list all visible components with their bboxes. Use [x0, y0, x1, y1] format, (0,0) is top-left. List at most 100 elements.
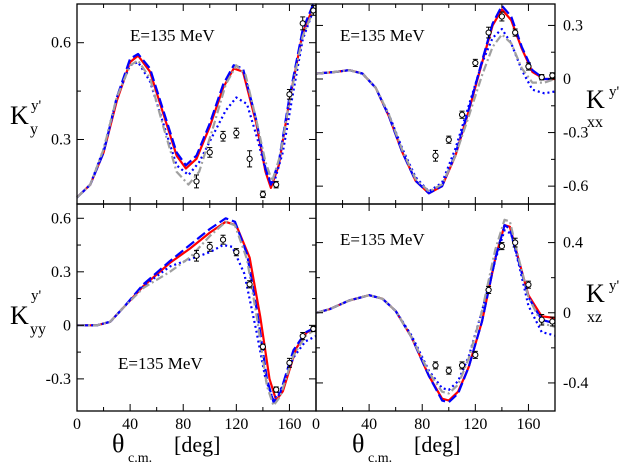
ylabel-kxx-sup: y'	[609, 84, 620, 100]
xlabel-left-sub: c.m.	[128, 451, 152, 466]
panel-kxz-bottom-right: 0 40 80 120 160 -0.4 0 0.4	[312, 203, 588, 433]
y-tick-label: 0	[63, 317, 71, 334]
data-point	[549, 72, 556, 79]
data-point	[233, 249, 240, 256]
y-tick-label: -0.3	[46, 371, 71, 388]
series-line-dash-dot-gray	[76, 10, 315, 199]
data-point	[259, 191, 266, 198]
y-tick-label: -0.4	[563, 375, 588, 392]
data-point	[498, 243, 505, 250]
panel-frame	[315, 203, 556, 412]
ylabel-kyy-sub: yy	[30, 321, 46, 338]
series-line-dash-dot-gray	[315, 33, 556, 193]
ylabel-kxx: K xx y'	[586, 84, 620, 131]
series-line-dash-dot-gray	[315, 218, 556, 395]
x-tick-label: 40	[361, 416, 377, 433]
y-tick-label: 0	[563, 71, 571, 88]
y-tick-label: 0.4	[563, 235, 583, 252]
ylabel-kxx-sub: xx	[587, 114, 603, 131]
data-point	[233, 129, 240, 137]
data-point	[538, 74, 545, 81]
xlabel-left: θ c.m. [deg]	[112, 429, 220, 466]
y-tick-label: -0.6	[563, 178, 588, 195]
y-tick-label: 0.6	[51, 210, 71, 227]
data-point	[273, 181, 280, 188]
data-point	[286, 91, 293, 98]
data-point	[525, 63, 532, 70]
data-point	[432, 362, 439, 369]
data-point	[259, 343, 266, 350]
data-point	[432, 152, 439, 159]
panel-ky-top-left: 0.3 0.6	[51, 3, 317, 205]
data-point	[472, 351, 479, 358]
ylabel-kyy-sup: y'	[31, 288, 42, 304]
y-tick-label: 0.6	[51, 35, 71, 52]
xlabel-right-sub: c.m.	[368, 451, 392, 466]
ylabel-kxx-main: K	[586, 85, 605, 114]
x-tick-label: 40	[122, 416, 138, 433]
ylabel-ky-sup: y'	[31, 98, 42, 114]
data-point	[549, 318, 556, 325]
data-point	[445, 367, 452, 374]
data-point	[299, 20, 306, 27]
panel-title-bottom-right: E=135 MeV	[340, 230, 425, 249]
y-tick-label: -0.3	[563, 125, 588, 142]
panel-title-bottom-left: E=135 MeV	[118, 354, 203, 373]
xlabel-right-unit: [deg]	[414, 432, 460, 457]
data-point	[286, 359, 293, 366]
data-point	[219, 236, 227, 243]
panel-title-top-right: E=135 MeV	[340, 26, 425, 45]
xlabel-right: θ c.m. [deg]	[352, 429, 460, 466]
data-point	[485, 286, 492, 294]
y-tick-label: 0.3	[563, 17, 583, 34]
data-point	[246, 155, 253, 162]
data-point	[485, 29, 492, 36]
ylabel-kxz-sup: y'	[609, 278, 620, 294]
x-tick-label: 80	[414, 416, 430, 433]
ylabel-kxz: K xz y'	[586, 278, 620, 326]
data-point	[193, 178, 200, 185]
data-point	[310, 7, 317, 14]
data-point	[512, 239, 519, 246]
x-tick-label: 120	[224, 416, 248, 433]
data-point	[472, 59, 479, 67]
panel-title-top-left: E=135 MeV	[130, 26, 215, 45]
data-point	[512, 29, 519, 36]
data-point	[445, 136, 452, 143]
x-tick-label: 120	[463, 416, 487, 433]
data-point	[525, 281, 532, 288]
ylabel-ky: K y y'	[10, 98, 42, 138]
xlabel-right-main: θ	[352, 429, 364, 458]
y-tick-label: 0.3	[51, 131, 71, 148]
data-point	[538, 316, 545, 323]
y-tick-label: 0.3	[51, 264, 71, 281]
series-line-dashed-blue	[315, 224, 556, 404]
data-point	[498, 13, 505, 20]
x-tick-label: 160	[516, 416, 540, 433]
ylabel-kyy-main: K	[10, 301, 29, 330]
data-point	[458, 362, 466, 369]
ylabel-ky-main: K	[10, 101, 29, 130]
series-line-dash-dot-gray	[77, 220, 317, 407]
data-point	[273, 386, 280, 393]
data-point	[219, 133, 227, 140]
y-tick-label: 0	[563, 305, 571, 322]
xlabel-left-unit: [deg]	[174, 432, 220, 457]
data-point	[206, 149, 213, 156]
data-point	[246, 281, 253, 288]
xlabel-left-main: θ	[112, 429, 124, 458]
series-line-dotted-blue	[315, 229, 556, 391]
ylabel-kxz-main: K	[586, 279, 605, 308]
x-tick-label: 160	[277, 416, 301, 433]
data-point	[206, 243, 213, 250]
data-point	[299, 332, 306, 340]
x-tick-label: 0	[312, 416, 320, 433]
ylabel-kyy: K yy y'	[10, 288, 46, 338]
ylabel-ky-sub: y	[30, 121, 38, 138]
data-point	[458, 111, 466, 118]
ylabel-kxz-sub: xz	[587, 309, 602, 326]
panel-kxx-top-right: -0.6 -0.3 0 0.3	[315, 3, 588, 205]
x-tick-label: 80	[175, 416, 191, 433]
data-point	[193, 252, 200, 259]
